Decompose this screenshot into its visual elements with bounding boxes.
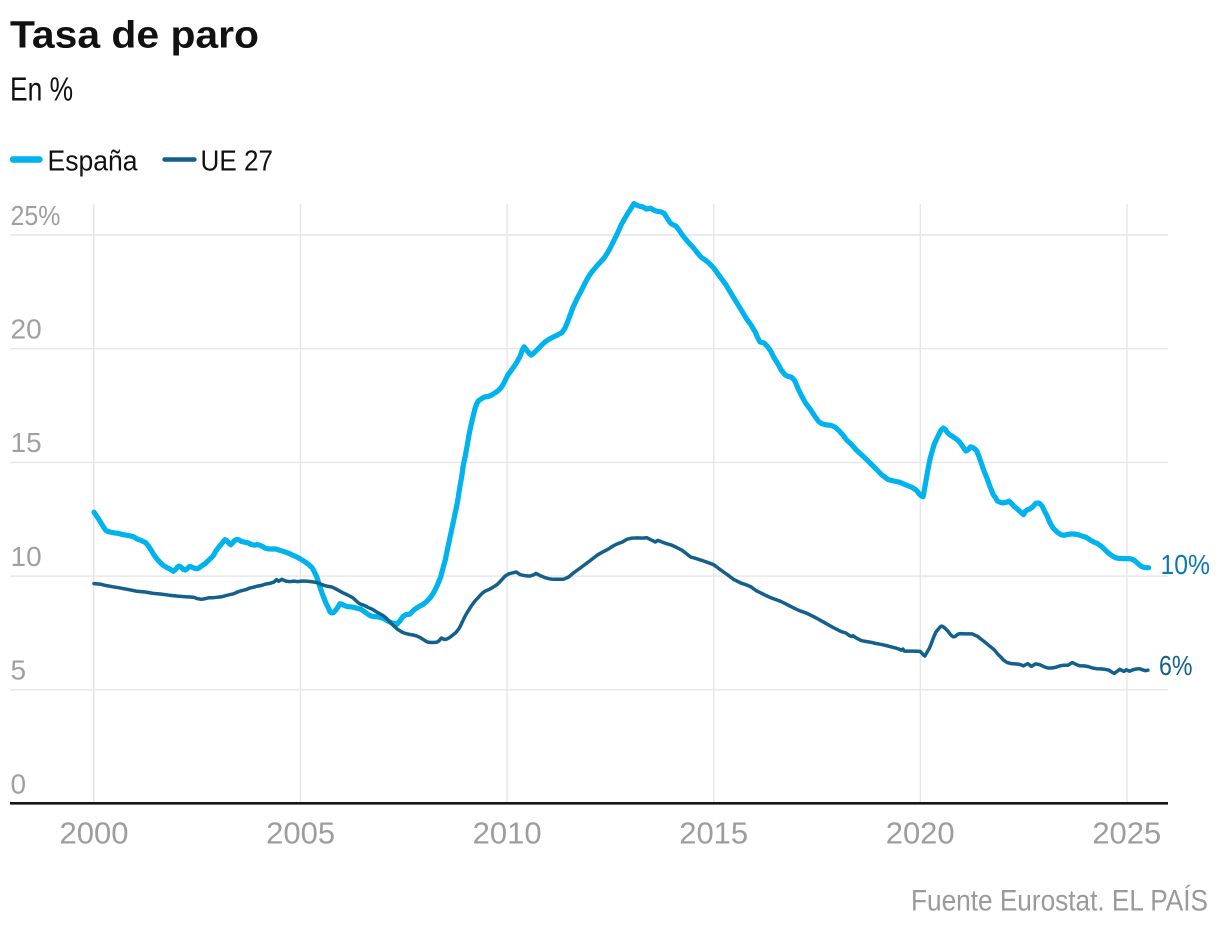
svg-text:España: España: [48, 146, 139, 178]
svg-text:6%: 6%: [1159, 650, 1193, 681]
svg-text:2020: 2020: [886, 816, 955, 851]
svg-text:2000: 2000: [60, 816, 129, 851]
svg-text:2010: 2010: [473, 816, 542, 851]
svg-text:20: 20: [11, 314, 42, 345]
svg-text:UE 27: UE 27: [201, 146, 274, 178]
svg-text:5: 5: [11, 655, 27, 686]
svg-text:10: 10: [11, 541, 42, 572]
svg-text:15: 15: [11, 427, 42, 458]
svg-text:Tasa de paro: Tasa de paro: [10, 15, 259, 57]
svg-text:2015: 2015: [679, 816, 748, 851]
svg-text:Fuente Eurostat. EL PAÍS: Fuente Eurostat. EL PAÍS: [911, 885, 1208, 918]
svg-text:25%: 25%: [11, 200, 61, 231]
svg-text:10%: 10%: [1161, 549, 1211, 580]
svg-text:En %: En %: [10, 71, 73, 108]
svg-text:2025: 2025: [1092, 816, 1161, 851]
svg-text:2005: 2005: [266, 816, 335, 851]
svg-text:0: 0: [11, 768, 27, 799]
